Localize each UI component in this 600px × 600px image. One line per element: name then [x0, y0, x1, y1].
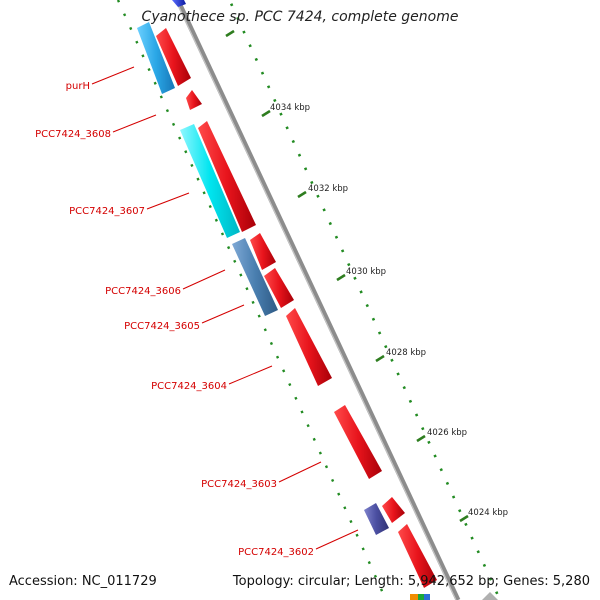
gene-forward-7	[334, 405, 382, 479]
gene-forward-4	[250, 233, 276, 270]
gene-reverse-3607	[180, 124, 240, 238]
accession-text: Accession: NC_011729	[9, 574, 157, 589]
gene-bottom-orange	[410, 594, 418, 600]
scale-tick-top	[225, 29, 235, 38]
gene-reverse-navy	[172, 0, 186, 7]
gene-label-3607: PCC7424_3607	[69, 206, 145, 217]
scale-tick-4028	[375, 354, 385, 363]
scale-tick-4032	[297, 190, 307, 199]
leader-purH	[91, 66, 135, 85]
gene-label-3605: PCC7424_3605	[124, 321, 200, 332]
gene-label-3604: PCC7424_3604	[151, 381, 227, 392]
scale-label-4034: 4034 kbp	[270, 103, 310, 113]
gene-reverse-3606	[232, 238, 278, 316]
gene-label-3603: PCC7424_3603	[201, 479, 277, 490]
genome-backbone-highlight	[175, 0, 457, 600]
leader-3606	[182, 269, 226, 290]
gene-label-3602: PCC7424_3602	[238, 547, 314, 558]
page-title: Cyanothece sp. PCC 7424, complete genome	[141, 9, 459, 25]
gene-bottom-green	[418, 594, 424, 600]
gene-forward-5	[264, 268, 294, 308]
gene-reverse-3602	[364, 503, 389, 535]
genome-summary-text: Topology: circular; Length: 5,942,652 bp…	[232, 574, 590, 589]
gene-reverse-purH	[137, 22, 175, 94]
leader-3603	[278, 461, 322, 483]
gene-forward-1	[156, 28, 191, 86]
label-leaders	[91, 66, 359, 550]
leader-3607	[146, 192, 190, 210]
gene-bottom-grey	[482, 592, 498, 600]
scale-label-4026: 4026 kbp	[427, 428, 467, 438]
leader-3608	[112, 114, 157, 133]
inner-track-dotted	[116, 0, 388, 600]
leader-3604	[228, 365, 273, 385]
leader-3602	[315, 529, 359, 550]
gene-forward-9	[398, 524, 437, 588]
scale-tick-4034	[261, 109, 271, 118]
scale-label-4028: 4028 kbp	[386, 348, 426, 358]
scale-tick-4024	[459, 514, 469, 523]
scale-label-4024: 4024 kbp	[468, 508, 508, 518]
gene-bottom-blue	[424, 594, 430, 600]
bottom-edge-genes	[410, 592, 498, 600]
scale-label-4030: 4030 kbp	[346, 267, 386, 277]
scale-tick-4026	[416, 434, 426, 443]
scale-label-4032: 4032 kbp	[308, 184, 348, 194]
gene-forward-8	[382, 497, 405, 523]
genome-backbone	[174, 0, 461, 600]
gene-label-3608: PCC7424_3608	[35, 129, 111, 140]
gene-forward-3	[198, 121, 256, 232]
gene-forward-6	[286, 308, 332, 386]
scale-ticks	[225, 29, 469, 523]
gene-label-3606: PCC7424_3606	[105, 286, 181, 297]
forward-genes	[156, 28, 437, 588]
scale-tick-4030	[336, 273, 346, 282]
leader-3605	[201, 304, 245, 324]
reverse-genes	[137, 0, 389, 535]
gene-label-purH: purH	[66, 81, 90, 92]
gene-forward-2	[186, 90, 202, 110]
